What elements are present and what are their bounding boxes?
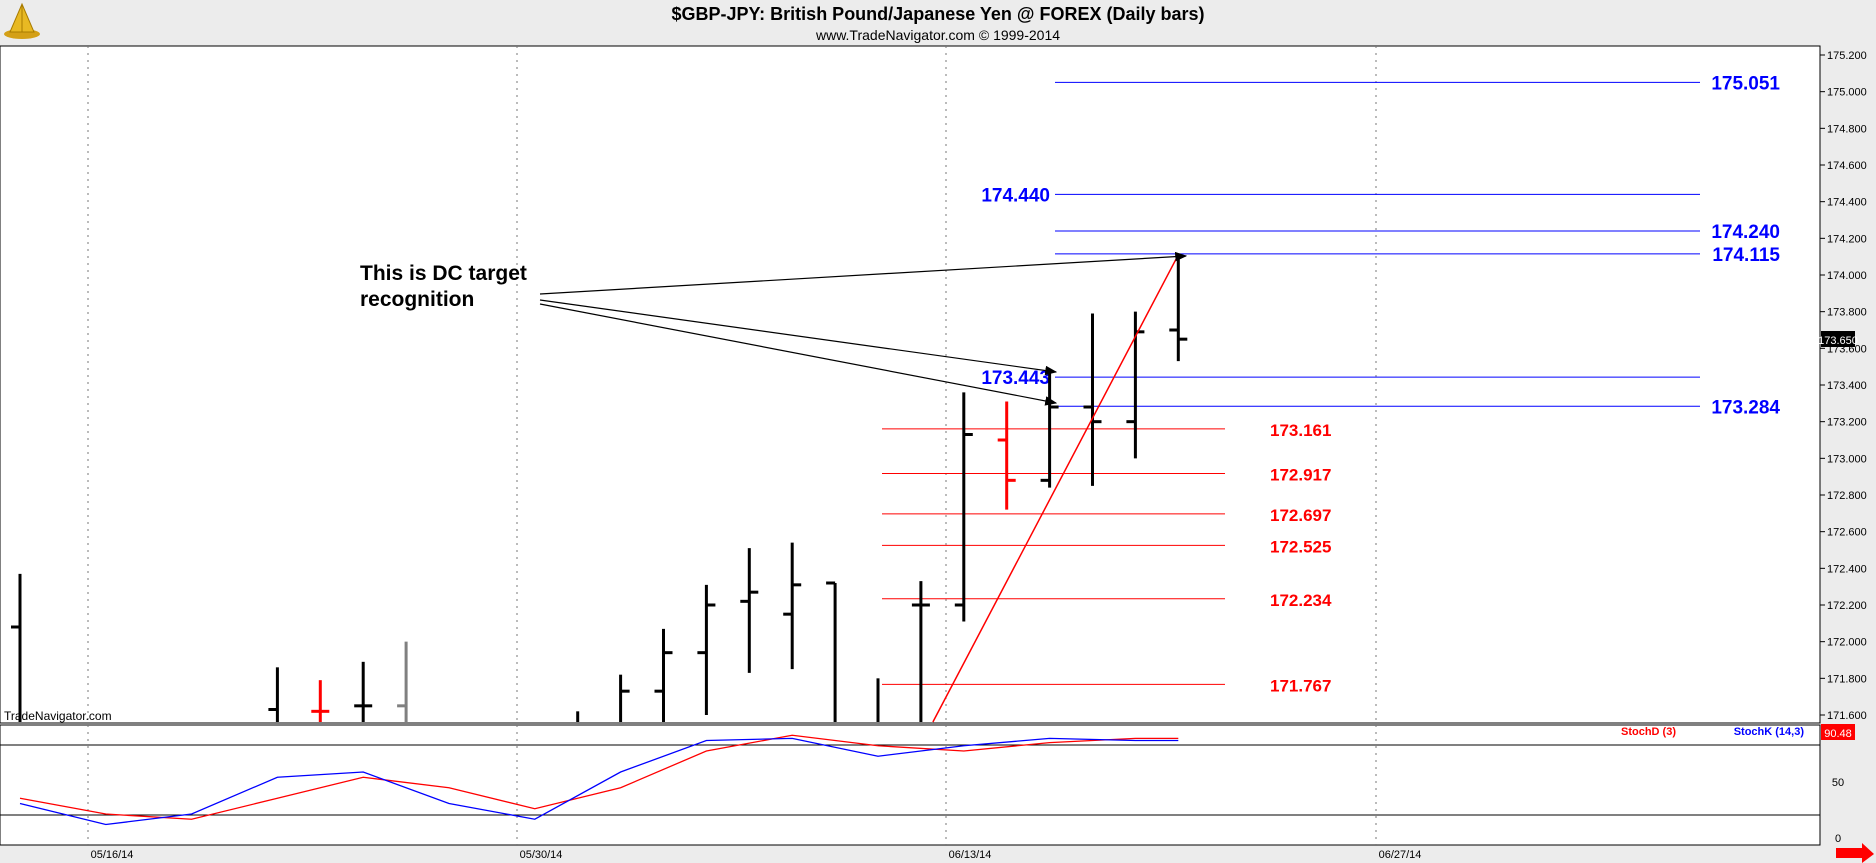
price-tick-label: 174.800 <box>1827 123 1867 135</box>
price-tick-label: 172.800 <box>1827 490 1867 502</box>
stoch-d-line <box>19 734 1179 820</box>
red-level-label: 172.525 <box>1270 537 1331 556</box>
stoch-tick-0: 0 <box>1835 833 1841 845</box>
price-tick-label: 173.000 <box>1827 453 1867 465</box>
blue-level-label: 173.443 <box>981 368 1050 389</box>
price-tick-label: 175.000 <box>1827 87 1867 99</box>
stoch-k-line <box>19 737 1179 826</box>
stoch-value-label: 90.48 <box>1824 728 1852 740</box>
ohlc-bar <box>354 661 373 722</box>
ohlc-bar <box>783 542 802 670</box>
date-tick-label: 06/13/14 <box>949 849 992 861</box>
price-tick-labels: 175.200 175.000 174.800 174.600 174.400 174.2… <box>1820 50 1867 722</box>
date-axis-panel <box>0 845 1820 863</box>
annotation-line1: This is DC target <box>360 262 527 285</box>
price-tick-label: 173.400 <box>1827 380 1867 392</box>
date-tick-label: 05/30/14 <box>520 849 563 861</box>
annotation-line2: recognition <box>360 288 474 311</box>
stoch-value-badge <box>1821 724 1855 740</box>
ohlc-bar <box>268 667 279 722</box>
ohlc-bar <box>826 581 837 722</box>
header-bar <box>0 0 1876 46</box>
ohlc-bar <box>740 548 759 673</box>
last-price-badge <box>1821 331 1855 347</box>
blue-level-label: 174.240 <box>1711 222 1780 243</box>
ohlc-bars <box>11 254 1188 722</box>
ohlc-bar <box>397 641 408 722</box>
red-trend-line <box>932 254 1179 723</box>
ohlc-bar <box>1169 254 1188 362</box>
last-price-label: 173.650 <box>1818 335 1858 347</box>
ohlc-bar <box>911 581 930 722</box>
ohlc-bar <box>1040 372 1059 488</box>
price-tick-label: 174.200 <box>1827 233 1867 245</box>
price-tick-label: 172.600 <box>1827 527 1867 539</box>
stoch-tick-50: 50 <box>1832 777 1844 789</box>
chart-title: $GBP-JPY: British Pound/Japanese Yen @ F… <box>671 4 1204 24</box>
price-tick-label: 173.800 <box>1827 307 1867 319</box>
trade-navigator-logo-icon <box>4 2 40 39</box>
red-level-label: 172.234 <box>1270 591 1332 610</box>
date-tick-label: 06/27/14 <box>1379 849 1422 861</box>
stoch-d-legend: StochD (3) <box>1621 726 1676 738</box>
price-tick-label: 172.000 <box>1827 637 1867 649</box>
stoch-k-legend: StochK (14,3) <box>1734 726 1805 738</box>
annotation-arrow-top <box>539 251 1188 295</box>
watermark: TradeNavigator.com <box>4 709 112 723</box>
price-tick-label: 172.200 <box>1827 600 1867 612</box>
chart-subtitle: www.TradeNavigator.com © 1999-2014 <box>815 27 1060 43</box>
blue-level-label: 174.440 <box>981 185 1050 206</box>
price-tick-label: 174.600 <box>1827 160 1867 172</box>
annotation-arrow-middle <box>539 299 1058 376</box>
trend-line <box>932 254 1179 723</box>
price-tick-label: 171.800 <box>1827 673 1867 685</box>
ohlc-bar <box>697 584 716 715</box>
blue-level-label: 173.284 <box>1711 397 1780 418</box>
grid-lines <box>87 46 1377 845</box>
annotation-arrow-bottom <box>539 303 1058 406</box>
price-panel <box>0 45 1821 724</box>
date-tick-label: 05/16/14 <box>91 849 134 861</box>
red-level-label: 172.917 <box>1270 466 1331 485</box>
ohlc-bar <box>311 680 330 722</box>
date-tick-labels: 05/16/14 05/30/14 06/13/14 06/27/14 <box>91 849 1422 861</box>
price-tick-label: 173.200 <box>1827 417 1867 429</box>
red-level-label: 173.161 <box>1270 421 1331 440</box>
price-tick-label: 171.600 <box>1827 710 1867 722</box>
price-tick-label: 174.400 <box>1827 197 1867 209</box>
ohlc-bar <box>619 674 630 722</box>
ohlc-bar <box>1083 313 1102 486</box>
annotation-arrows <box>539 251 1188 406</box>
price-tick-label: 174.000 <box>1827 270 1867 282</box>
price-tick-label: 175.200 <box>1827 50 1867 62</box>
red-level-label: 171.767 <box>1270 676 1331 695</box>
ohlc-bar <box>954 392 973 622</box>
price-tick-label: 172.400 <box>1827 563 1867 575</box>
blue-level-label: 175.051 <box>1711 73 1780 94</box>
ohlc-bar <box>11 573 22 722</box>
stochastic-panel <box>0 724 1821 846</box>
blue-level-label: 174.115 <box>1712 245 1780 266</box>
scroll-right-arrow-icon[interactable] <box>1836 843 1874 863</box>
ohlc-bar <box>654 628 673 722</box>
red-level-label: 172.697 <box>1270 506 1331 525</box>
stochastic-lines <box>19 734 1179 826</box>
ohlc-bar <box>997 401 1016 510</box>
